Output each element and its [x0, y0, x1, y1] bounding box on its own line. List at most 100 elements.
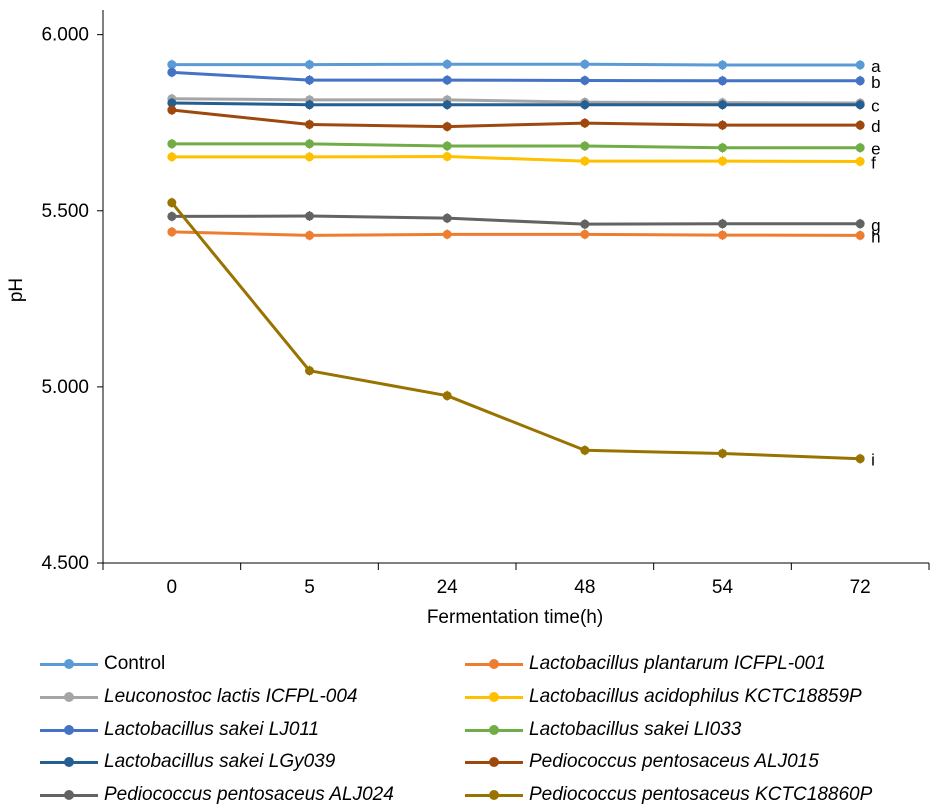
group-letter-label: i: [871, 451, 875, 470]
y-tick-label: 6.000: [41, 25, 89, 46]
data-point: [305, 60, 314, 70]
data-point: [442, 152, 452, 162]
data-point: [305, 230, 314, 240]
series-line: [171, 214, 861, 226]
data-point: [305, 152, 314, 162]
legend-item: Pediococcus pentosaceus KCTC18860P: [465, 782, 872, 808]
legend-swatch: [40, 657, 98, 671]
legend-swatch: [40, 690, 98, 704]
group-letter-label: b: [871, 73, 880, 92]
series-line: [171, 62, 861, 67]
legend-item: Lactobacillus sakei LI033: [465, 717, 741, 743]
data-point: [442, 122, 452, 132]
data-point: [167, 152, 177, 162]
data-point: [167, 60, 177, 70]
data-point: [580, 59, 590, 69]
data-point: [580, 219, 590, 229]
y-tick-label: 5.500: [41, 201, 89, 222]
series-line: [171, 155, 861, 163]
x-axis-label: Fermentation time(h): [427, 607, 603, 628]
series-line: [171, 70, 861, 83]
series-1: [167, 226, 865, 241]
data-point: [855, 60, 865, 70]
legend-swatch: [465, 723, 523, 737]
data-point: [718, 120, 727, 130]
data-point: [167, 67, 177, 77]
legend-item: Leuconostoc lactis ICFPL-004: [40, 684, 357, 710]
series-line: [171, 101, 861, 107]
data-point: [718, 100, 727, 110]
data-point: [718, 156, 727, 166]
data-point: [305, 211, 314, 221]
data-point: [855, 230, 865, 240]
series-0: [167, 59, 865, 70]
legend-item: Lactobacillus sakei LJ011: [40, 717, 319, 743]
x-tick-label: 72: [850, 577, 871, 598]
legend-label: Pediococcus pentosaceus ALJ015: [529, 751, 819, 772]
group-letter-label: d: [871, 117, 880, 136]
legend-item: Pediococcus pentosaceus ALJ015: [465, 749, 819, 775]
data-point: [305, 119, 314, 129]
data-point: [855, 120, 865, 130]
x-tick-label: 54: [712, 577, 734, 598]
data-point: [855, 76, 865, 86]
group-letter-label: g: [871, 216, 880, 235]
series-3: [167, 151, 865, 167]
legend-label: Lactobacillus sakei LJ011: [104, 719, 320, 740]
data-point: [855, 454, 865, 464]
legend-item: Lactobacillus sakei LGy039: [40, 749, 335, 775]
data-point: [442, 229, 452, 239]
data-point: [718, 448, 727, 458]
legend-swatch: [465, 690, 523, 704]
data-point: [855, 219, 865, 229]
group-letter-label: f: [871, 153, 876, 172]
series-line: [171, 97, 861, 105]
data-point: [580, 141, 590, 151]
x-tick-label: 0: [167, 577, 178, 598]
data-point: [718, 76, 727, 86]
data-point: [167, 211, 177, 221]
series-5: [167, 138, 865, 153]
data-point: [580, 229, 590, 239]
legend-label: Lactobacillus sakei LGy039: [104, 751, 336, 772]
series-line: [171, 230, 861, 237]
data-point: [167, 227, 177, 237]
legend-swatch: [40, 723, 98, 737]
data-point: [442, 213, 452, 223]
series-9: [167, 197, 865, 464]
data-point: [305, 100, 314, 110]
data-point: [167, 105, 177, 115]
group-letter-label: e: [871, 140, 880, 159]
line-chart: 4.500 5.000 5.500 6.000 0 5 24 48 54 72 a h f b e cd g i…: [6, 10, 930, 628]
chart-legend: Control Lactobacillus plantarum ICFPL-001…: [0, 645, 932, 809]
legend-label: Leuconostoc lactis ICFPL-004: [104, 686, 358, 707]
data-point: [855, 156, 865, 166]
data-point: [442, 141, 452, 151]
data-point: [718, 60, 727, 70]
legend-swatch: [465, 657, 523, 671]
data-point: [442, 100, 452, 110]
data-point: [580, 100, 590, 110]
series-6: [167, 97, 865, 110]
legend-label: Lactobacillus plantarum ICFPL-001: [529, 653, 826, 674]
legend-item: Pediococcus pentosaceus ALJ024: [40, 782, 394, 808]
series-7: [167, 105, 865, 132]
legend-label: Lactobacillus acidophilus KCTC18859P: [529, 686, 862, 707]
group-letter-label: h: [871, 227, 880, 246]
series-layer: [167, 59, 865, 464]
legend-item: Lactobacillus plantarum ICFPL-001: [465, 651, 826, 677]
data-point: [305, 139, 314, 149]
legend-swatch: [40, 755, 98, 769]
series-4: [167, 67, 865, 86]
data-point: [580, 75, 590, 85]
legend-swatch: [40, 788, 98, 802]
data-point: [580, 156, 590, 166]
group-letter-label: a: [871, 57, 881, 76]
data-point: [442, 75, 452, 85]
legend-swatch: [465, 788, 523, 802]
data-point: [580, 445, 590, 455]
data-point: [855, 100, 865, 110]
legend-item: Lactobacillus acidophilus KCTC18859P: [465, 684, 862, 710]
data-point: [167, 98, 177, 108]
legend-label: Control: [104, 653, 166, 674]
